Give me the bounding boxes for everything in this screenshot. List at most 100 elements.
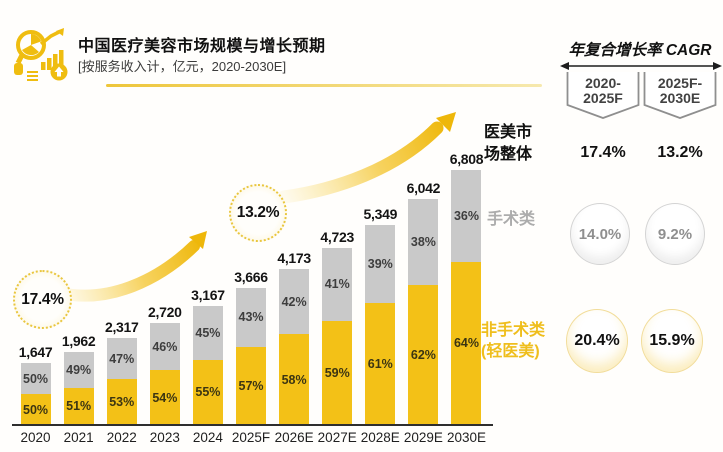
x-axis-tick-2024: 2024 bbox=[192, 430, 223, 445]
bar-total-label: 4,723 bbox=[320, 229, 354, 246]
legend-market-total: 医美市 场整体 bbox=[484, 122, 532, 166]
cagr-panel-title: 年复合增长率 CAGR bbox=[568, 42, 712, 59]
stacked-bar: 36% 64% bbox=[451, 170, 482, 425]
bar-total-label: 3,666 bbox=[234, 268, 268, 285]
page-title: 中国医疗美容市场规模与增长预期 bbox=[78, 38, 326, 55]
x-axis-tick-2029E: 2029E bbox=[403, 430, 443, 445]
period-banner-2020-2025: 2020- 2025F bbox=[566, 72, 640, 120]
segment-non-surgical: 61% bbox=[365, 302, 396, 425]
bar-group-2030E: 6,808 36% 64% bbox=[445, 150, 488, 425]
x-axis-tick-2022: 2022 bbox=[106, 430, 137, 445]
segment-non-surgical: 58% bbox=[279, 334, 310, 425]
stacked-bar: 39% 61% bbox=[365, 224, 396, 425]
period-banner-text: 2020- 2025F bbox=[566, 72, 640, 106]
segment-surgical: 49% bbox=[63, 351, 94, 388]
segment-non-surgical: 62% bbox=[408, 284, 439, 425]
x-axis-tick-2025F: 2025F bbox=[231, 430, 271, 445]
segment-surgical: 39% bbox=[365, 224, 396, 303]
stacked-bar: 46% 54% bbox=[149, 323, 180, 425]
x-axis-line bbox=[12, 424, 493, 426]
stacked-bar: 45% 55% bbox=[192, 306, 223, 425]
double-headed-arrow bbox=[560, 62, 722, 70]
cagr-callout-2025-2030: 13.2% bbox=[229, 184, 287, 242]
segment-non-surgical: 59% bbox=[322, 320, 353, 425]
cagr-surgical-2020-2025: 14.0% bbox=[570, 203, 630, 265]
segment-surgical: 47% bbox=[106, 338, 137, 379]
legend-market-total-line2: 场整体 bbox=[484, 146, 533, 163]
x-axis-tick-2027E: 2027E bbox=[317, 430, 357, 445]
cagr-callout-2020-2025: 17.4% bbox=[13, 270, 72, 329]
period-1-line2: 2025F bbox=[583, 90, 623, 106]
bar-total-label: 6,042 bbox=[406, 179, 441, 196]
bar-total-label: 3,167 bbox=[191, 287, 225, 304]
period-2-line2: 2030E bbox=[659, 90, 701, 106]
legend-non-surgical-line1: 非手术类 bbox=[481, 322, 546, 339]
legend-non-surgical: 非手术类 (轻医美) bbox=[481, 320, 545, 362]
segment-non-surgical: 50% bbox=[20, 394, 51, 425]
x-axis-tick-2020: 2020 bbox=[20, 430, 51, 445]
bar-group-2025F: 3,666 43% 57% bbox=[229, 150, 272, 425]
period-2-line1: 2025F- bbox=[657, 75, 703, 91]
bar-group-2027E: 4,723 41% 59% bbox=[316, 150, 359, 425]
segment-non-surgical: 53% bbox=[106, 379, 137, 425]
page-subtitle: [按服务收入计，亿元，2020-2030E] bbox=[78, 59, 287, 74]
stacked-bar: 38% 62% bbox=[408, 198, 439, 425]
x-axis-tick-2030E: 2030E bbox=[446, 430, 486, 445]
bar-total-label: 6,808 bbox=[449, 151, 484, 168]
bar-group-2023: 2,720 46% 54% bbox=[143, 150, 186, 425]
segment-surgical: 36% bbox=[451, 170, 482, 262]
bar-total-label: 2,317 bbox=[104, 319, 139, 336]
bar-group-2029E: 6,042 38% 62% bbox=[402, 150, 445, 425]
x-axis-labels: 2020 2021 2022 2023 2024 2025F 2026E 2027E 2028E… bbox=[14, 430, 488, 445]
segment-non-surgical: 55% bbox=[192, 359, 223, 425]
segment-surgical: 46% bbox=[149, 323, 180, 370]
stacked-bar: 43% 57% bbox=[236, 287, 267, 425]
segment-non-surgical: 54% bbox=[149, 370, 180, 425]
stacked-bar: 47% 53% bbox=[106, 338, 137, 425]
x-axis-tick-2028E: 2028E bbox=[360, 430, 400, 445]
cagr-overall-2025-2030: 13.2% bbox=[657, 144, 703, 161]
period-1-line1: 2020- bbox=[585, 75, 621, 91]
stacked-bar: 49% 51% bbox=[63, 351, 94, 425]
x-axis-tick-2026E: 2026E bbox=[274, 430, 314, 445]
bar-total-label: 5,349 bbox=[363, 205, 398, 222]
legend-market-total-line1: 医美市 bbox=[484, 124, 533, 141]
stacked-bar: 50% 50% bbox=[20, 363, 51, 425]
stacked-bar-chart: 1,647 50% 50% 1,962 49% 51% 2,317 47% 53% 2,720 46… bbox=[14, 150, 488, 425]
header-underline bbox=[106, 84, 542, 87]
stacked-bar: 41% 59% bbox=[322, 248, 353, 425]
bar-group-2022: 2,317 47% 53% bbox=[100, 150, 143, 425]
segment-surgical: 38% bbox=[408, 198, 439, 285]
cagr-surgical-2025-2030: 9.2% bbox=[645, 203, 705, 265]
cagr-overall-2020-2025: 17.4% bbox=[580, 144, 626, 161]
segment-surgical: 45% bbox=[192, 306, 223, 360]
stacked-bar: 42% 58% bbox=[279, 268, 310, 425]
x-axis-tick-2023: 2023 bbox=[149, 430, 180, 445]
x-axis-tick-2021: 2021 bbox=[63, 430, 94, 445]
segment-surgical: 41% bbox=[322, 248, 353, 321]
bar-group-2021: 1,962 49% 51% bbox=[57, 150, 100, 425]
period-banner-text: 2025F- 2030E bbox=[643, 72, 717, 106]
bar-total-label: 1,962 bbox=[61, 332, 96, 349]
bar-group-2020: 1,647 50% 50% bbox=[14, 150, 57, 425]
segment-surgical: 42% bbox=[279, 268, 310, 335]
segment-non-surgical: 51% bbox=[63, 387, 94, 425]
segment-non-surgical: 57% bbox=[236, 346, 267, 425]
market-analytics-icon bbox=[14, 28, 68, 81]
segment-non-surgical: 64% bbox=[451, 261, 482, 425]
segment-surgical: 43% bbox=[236, 287, 267, 347]
bar-group-2024: 3,167 45% 55% bbox=[186, 150, 229, 425]
period-banner-2025-2030: 2025F- 2030E bbox=[643, 72, 717, 120]
bar-total-label: 1,647 bbox=[18, 344, 53, 361]
bar-total-label: 2,720 bbox=[148, 304, 182, 321]
legend-surgical: 手术类 bbox=[487, 211, 536, 228]
legend-non-surgical-line2: (轻医美) bbox=[481, 343, 540, 360]
cagr-non-surgical-2025-2030: 15.9% bbox=[641, 309, 703, 373]
bar-total-label: 4,173 bbox=[277, 249, 311, 266]
growth-arrow-2-head bbox=[436, 112, 456, 132]
bar-group-2028E: 5,349 39% 61% bbox=[359, 150, 402, 425]
cagr-non-surgical-2020-2025: 20.4% bbox=[566, 309, 628, 373]
bar-group-2026E: 4,173 42% 58% bbox=[273, 150, 316, 425]
segment-surgical: 50% bbox=[20, 363, 51, 395]
